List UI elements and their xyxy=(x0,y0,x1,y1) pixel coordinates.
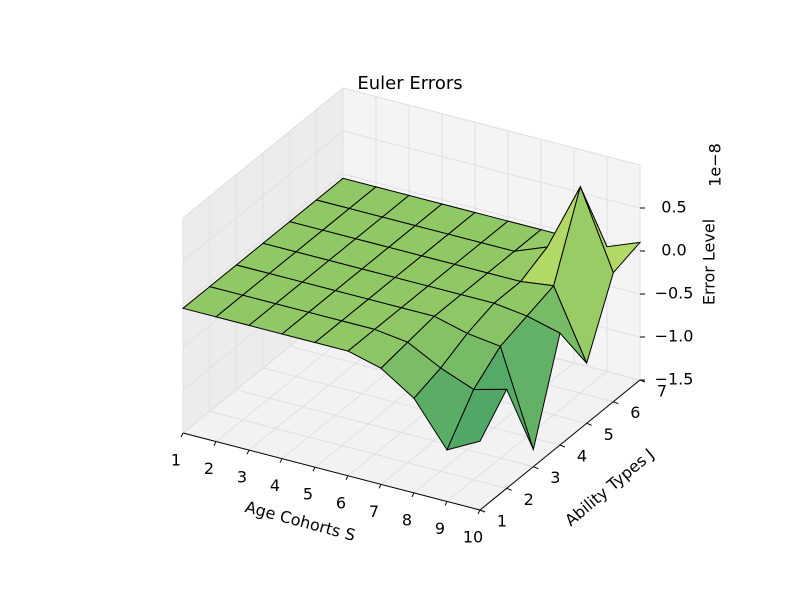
surface-cell xyxy=(446,388,508,451)
tick-mark xyxy=(213,441,217,446)
z-axis-label: Error Level xyxy=(700,219,719,305)
z-tick-label: 0.0 xyxy=(661,241,686,260)
x-tick-label: 3 xyxy=(237,468,247,487)
tick-mark xyxy=(345,475,349,481)
grid-line xyxy=(182,173,344,305)
tick-mark xyxy=(477,509,481,515)
x-tick-label: 10 xyxy=(463,528,483,547)
z-tick-label: 0.5 xyxy=(661,198,686,217)
x-tick-label: 4 xyxy=(270,476,280,495)
tick-mark xyxy=(444,501,448,506)
y-tick-label: 4 xyxy=(577,447,587,466)
y-tick-label: 1 xyxy=(497,512,507,531)
x-tick-label: 7 xyxy=(369,502,379,521)
grid-line xyxy=(236,389,534,468)
grid-line xyxy=(342,130,641,209)
x-tick-label: 5 xyxy=(303,485,313,504)
tick-mark xyxy=(586,422,592,426)
grid-line xyxy=(262,367,561,446)
z-tick-label: −1.5 xyxy=(655,370,694,389)
tick-mark xyxy=(506,487,512,491)
y-tick-label: 7 xyxy=(657,382,667,401)
tick-mark xyxy=(613,401,619,405)
x-tick-label: 6 xyxy=(336,493,346,512)
tick-mark xyxy=(312,466,316,472)
grid-line xyxy=(209,410,507,489)
x-tick-label: 2 xyxy=(204,459,214,478)
x-tick-label: 1 xyxy=(171,451,181,470)
axis-line xyxy=(182,432,481,511)
z-offset-label: 1e−8 xyxy=(706,143,725,187)
y-tick-label: 5 xyxy=(604,425,614,444)
tick-mark xyxy=(479,509,486,513)
y-tick-label: 3 xyxy=(550,468,560,487)
y-tick-label: 2 xyxy=(524,490,534,509)
z-tick-label: −1.0 xyxy=(655,327,694,346)
tick-mark xyxy=(411,492,415,498)
axis-line xyxy=(479,379,641,511)
z-tick-label: −0.5 xyxy=(655,284,694,303)
tick-mark xyxy=(180,432,184,438)
tick-mark xyxy=(378,484,382,489)
tick-mark xyxy=(533,466,539,470)
y-tick-label: 6 xyxy=(630,403,640,422)
grid-line xyxy=(182,130,344,262)
tick-mark xyxy=(246,449,250,455)
x-tick-label: 8 xyxy=(402,510,412,529)
tick-mark xyxy=(279,458,283,463)
x-tick-label: 9 xyxy=(435,519,445,538)
tick-mark xyxy=(559,444,566,448)
chart-title: Euler Errors xyxy=(357,73,462,94)
y-axis-label: Ability Types J xyxy=(561,445,658,530)
